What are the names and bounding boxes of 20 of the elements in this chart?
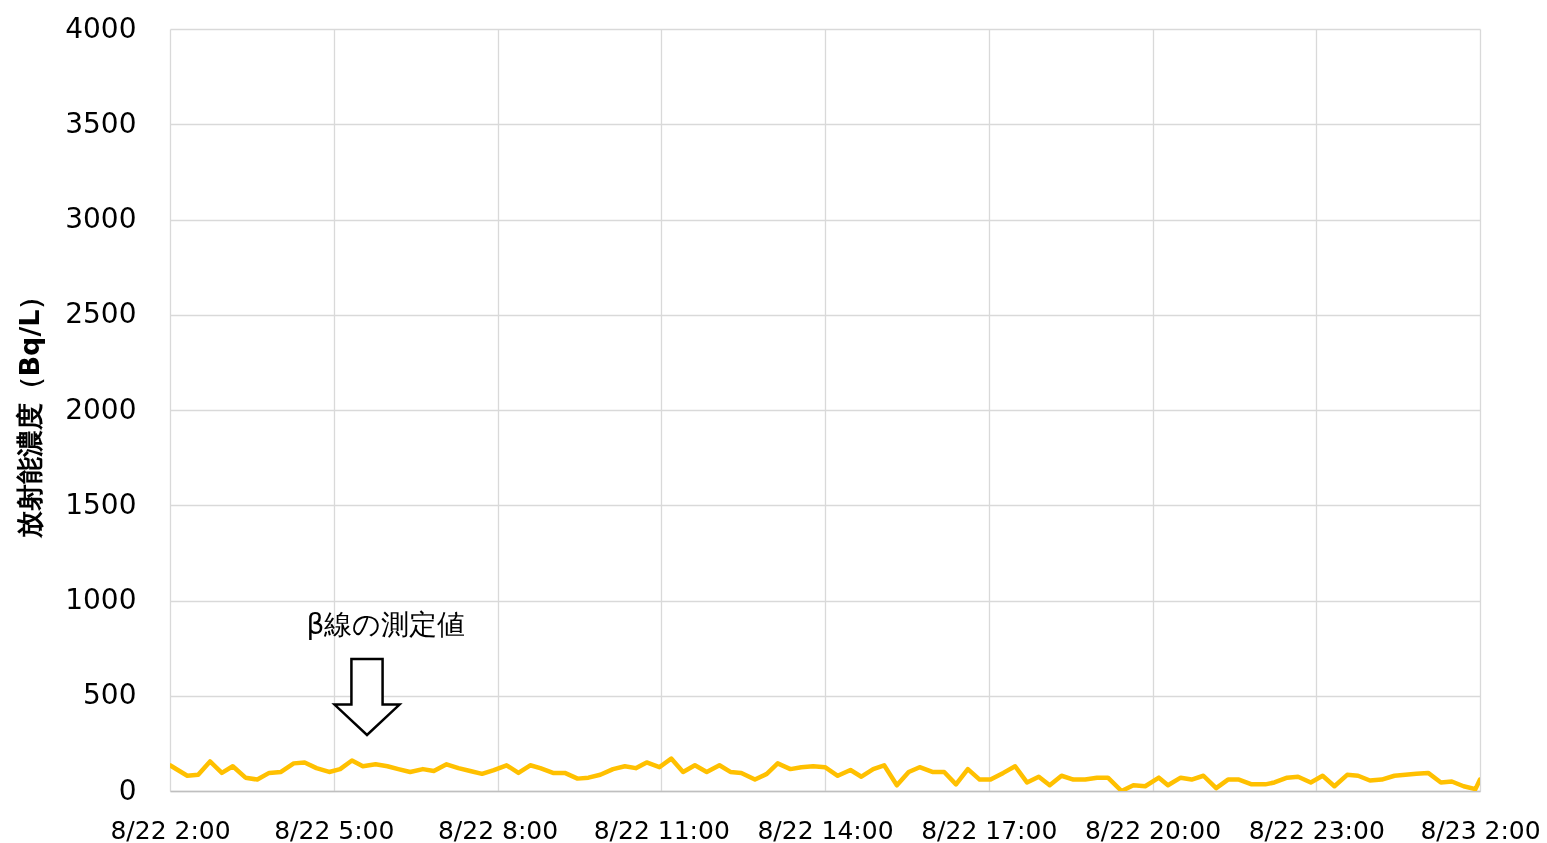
y-tick-label: 3500	[65, 106, 137, 140]
x-tick-label: 8/22 11:00	[593, 815, 730, 843]
y-tick-label: 0	[118, 773, 137, 807]
annotation: β線の測定値	[306, 608, 466, 641]
x-tick-label: 8/23 2:00	[1420, 815, 1541, 843]
x-tick-label: 8/22 2:00	[110, 815, 231, 843]
y-tick-label: 3000	[65, 202, 137, 235]
y-tick-label: 500	[83, 678, 137, 712]
y-tick-label: 1500	[65, 487, 137, 521]
y-tick-label: 2500	[65, 297, 137, 331]
x-tick-label: 8/22 20:00	[1084, 815, 1222, 843]
x-tick-label: 8/22 5:00	[274, 815, 395, 843]
x-tick-label: 8/22 23:00	[1248, 815, 1385, 843]
y-tick-label: 1000	[65, 583, 137, 616]
y-tick-label: 2000	[65, 392, 137, 426]
y-tick-label: 4000	[65, 11, 137, 45]
x-tick-label: 8/22 14:00	[757, 815, 894, 843]
x-tick-label: 8/22 8:00	[437, 815, 559, 843]
x-tick-label: 8/22 17:00	[921, 815, 1058, 843]
y-axis-title: 放射能濃度（Bq/L）	[13, 282, 45, 540]
